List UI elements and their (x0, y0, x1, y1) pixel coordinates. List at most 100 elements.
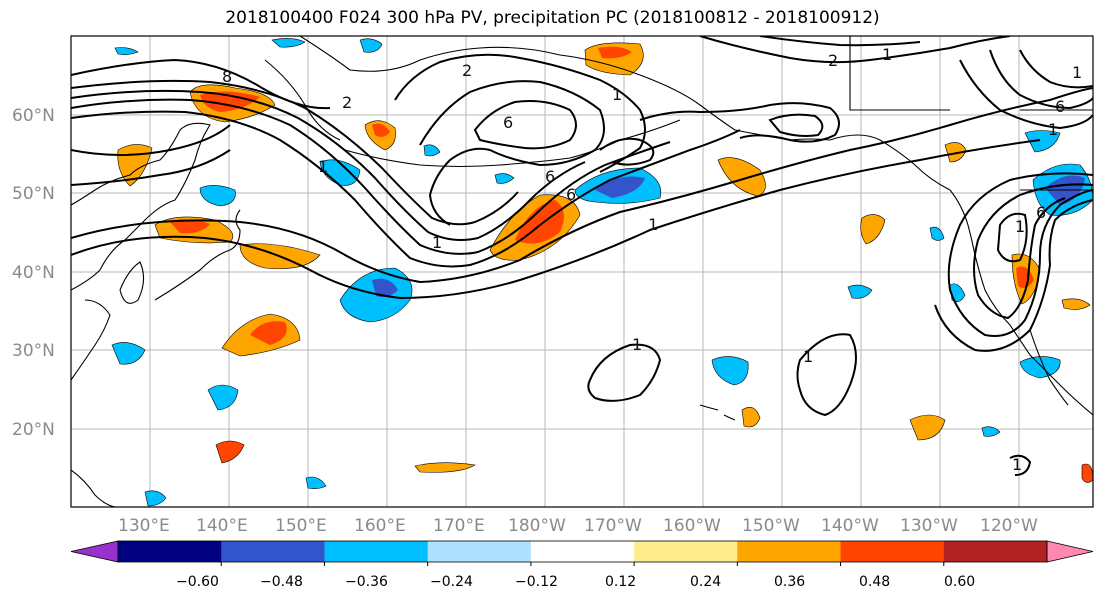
colorbar-border (117, 540, 1048, 563)
coast-hawaii (699, 404, 736, 421)
pv-contour-8 (71, 124, 231, 156)
pv-label: 6 (566, 185, 576, 204)
coast-philippines (71, 469, 116, 507)
colorbar-tick-label: 0.12 (605, 574, 636, 590)
pv-contour-2 (71, 139, 1041, 300)
pv-contour-15 (599, 137, 655, 166)
colorbar-tick-label: −0.36 (345, 574, 388, 590)
coast-korea (119, 261, 145, 304)
lon-label: 130°W (900, 516, 958, 536)
pv-contour-19 (989, 49, 1093, 110)
precip-positive-baja (1061, 298, 1091, 310)
precip-strong-negative-northwest-pacific (372, 278, 398, 298)
pv-contour-16 (699, 36, 1011, 64)
coast-japan (154, 209, 241, 301)
precip-positive-hawaii-east (741, 407, 761, 428)
precip-negative-okhotsk (199, 185, 236, 207)
pv-label: 8 (222, 67, 232, 86)
precip-negative-alaska-small (423, 144, 441, 157)
lon-label: 120°W (980, 516, 1038, 536)
pv-label: 6 (503, 113, 513, 132)
pv-label: 1 (1012, 455, 1022, 474)
pv-contour-17 (759, 36, 921, 47)
lat-label: 30°N (12, 341, 55, 361)
pv-label: 1 (632, 335, 642, 354)
lon-label: 140°W (821, 516, 879, 536)
pv-contour-3 (71, 110, 741, 268)
lon-label: 160°E (354, 516, 406, 536)
pv-contour-4 (71, 98, 671, 255)
precip-negative-southeast-small (981, 426, 1001, 437)
pv-contour-22 (973, 183, 1093, 320)
pv-contour-5 (71, 89, 586, 241)
colorbar-tick-label: −0.24 (430, 574, 473, 590)
pv-label: 2 (462, 61, 472, 80)
pv-contour-10 (419, 80, 605, 226)
colorbar-tick-label: −0.60 (176, 574, 219, 590)
pv-label: 1 (1072, 63, 1082, 82)
coast-china-east (71, 299, 111, 381)
pv-label: 1 (432, 233, 442, 252)
pv-label: 1 (318, 157, 328, 176)
precip-negative-subtropical-west (111, 342, 146, 365)
colorbar-bin (427, 541, 532, 562)
precip-strong-japan-north (170, 219, 210, 234)
pv-label: 6 (1055, 97, 1065, 116)
pv-contours (71, 36, 1093, 476)
pv-label: 6 (545, 167, 555, 186)
lon-label: 160°W (663, 516, 721, 536)
pv-contour-24 (934, 199, 1093, 352)
precip-positive-southeast (909, 414, 946, 441)
precip-negative-north-coast (359, 38, 383, 53)
map-frame (70, 35, 1094, 508)
map-title: 2018100400 F024 300 hPa PV, precipitatio… (225, 8, 880, 28)
colorbar-tick-label: −0.12 (515, 574, 558, 590)
precip-positive-marshall (414, 462, 476, 473)
coast-siberia (299, 36, 641, 76)
precip-strong-central-pacific (515, 200, 564, 244)
pv-label: 1 (1048, 120, 1058, 139)
precip-negative-north-central (494, 173, 515, 184)
pv-contour-9 (71, 149, 231, 186)
colorbar-bin (634, 541, 738, 562)
precip-negative-hawaii-north (711, 356, 749, 386)
precip-strong-negative-gulf (595, 176, 645, 198)
precip-strong-aleutian (372, 123, 390, 137)
pv-contour-11 (473, 100, 577, 150)
colorbar-bin (840, 541, 945, 562)
pv-contour-25 (587, 343, 662, 402)
coast-north-america (949, 189, 1093, 416)
precip-negative-east-central (847, 284, 873, 299)
colorbar-bin (221, 541, 325, 562)
colorbar-bin (737, 541, 842, 562)
colorbar-tick-label: 0.36 (774, 574, 805, 590)
colorbar-bin (943, 541, 1048, 562)
pv-contour-7 (71, 58, 331, 110)
colorbar-tick-label: 0.60 (944, 574, 975, 590)
precip-strong-bering (598, 46, 632, 59)
lon-label: 130°E (118, 516, 170, 536)
pv-label: 1 (1015, 217, 1025, 236)
precip-negative-philippine-sea (207, 384, 239, 411)
precip-negative-south-central (305, 476, 327, 489)
pv-contour-21 (947, 172, 1093, 337)
pv-contour-27 (1009, 454, 1032, 476)
colorbar-extend-low (70, 540, 119, 563)
precip-negative-arctic (271, 38, 306, 48)
pv-label: 2 (342, 93, 352, 112)
precip-positive-south-philippine-sea (215, 440, 245, 464)
pv-contour-20 (1019, 49, 1093, 89)
pv-contour-26 (796, 333, 857, 417)
colorbar (70, 540, 1094, 566)
pv-label: 1 (882, 45, 892, 64)
colorbar-bin (118, 541, 222, 562)
lon-label: 170°W (584, 516, 642, 536)
lon-label: 150°E (275, 516, 327, 536)
lon-label: 170°E (433, 516, 485, 536)
precip-positive-gulf-alaska (717, 157, 766, 197)
pv-contour-1 (71, 87, 1093, 284)
pv-contour-6 (71, 79, 519, 226)
pv-labels: 8 1 2 6 6 2 1 2 1 1 6 1 1 6 6 1 1 1 1 1 (222, 45, 1082, 474)
colorbar-bin (324, 541, 429, 562)
longitude-labels: 130°E 140°E 150°E 160°E 170°E 180°W 170°… (118, 516, 1038, 536)
